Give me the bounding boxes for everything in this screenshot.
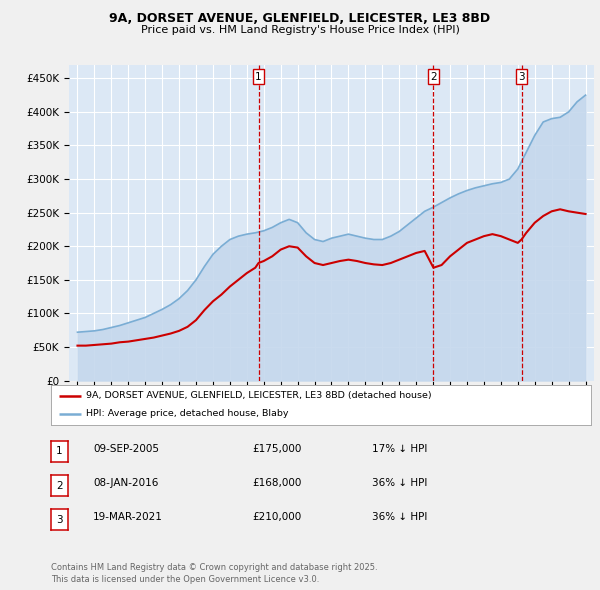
Text: £210,000: £210,000 <box>252 513 301 522</box>
Text: 2: 2 <box>56 481 63 490</box>
Text: 3: 3 <box>518 72 525 82</box>
Text: 08-JAN-2016: 08-JAN-2016 <box>93 478 158 488</box>
Text: 1: 1 <box>255 72 262 82</box>
Text: 1: 1 <box>56 447 63 456</box>
Text: 09-SEP-2005: 09-SEP-2005 <box>93 444 159 454</box>
Text: 19-MAR-2021: 19-MAR-2021 <box>93 513 163 522</box>
Text: 36% ↓ HPI: 36% ↓ HPI <box>372 513 427 522</box>
Text: Contains HM Land Registry data © Crown copyright and database right 2025.
This d: Contains HM Land Registry data © Crown c… <box>51 563 377 584</box>
Text: 3: 3 <box>56 515 63 525</box>
Text: 36% ↓ HPI: 36% ↓ HPI <box>372 478 427 488</box>
Text: HPI: Average price, detached house, Blaby: HPI: Average price, detached house, Blab… <box>86 409 289 418</box>
Text: 2: 2 <box>430 72 437 82</box>
Text: £168,000: £168,000 <box>252 478 301 488</box>
Text: Price paid vs. HM Land Registry's House Price Index (HPI): Price paid vs. HM Land Registry's House … <box>140 25 460 35</box>
Text: 17% ↓ HPI: 17% ↓ HPI <box>372 444 427 454</box>
Text: 9A, DORSET AVENUE, GLENFIELD, LEICESTER, LE3 8BD: 9A, DORSET AVENUE, GLENFIELD, LEICESTER,… <box>109 12 491 25</box>
Text: £175,000: £175,000 <box>252 444 301 454</box>
Text: 9A, DORSET AVENUE, GLENFIELD, LEICESTER, LE3 8BD (detached house): 9A, DORSET AVENUE, GLENFIELD, LEICESTER,… <box>86 391 432 400</box>
